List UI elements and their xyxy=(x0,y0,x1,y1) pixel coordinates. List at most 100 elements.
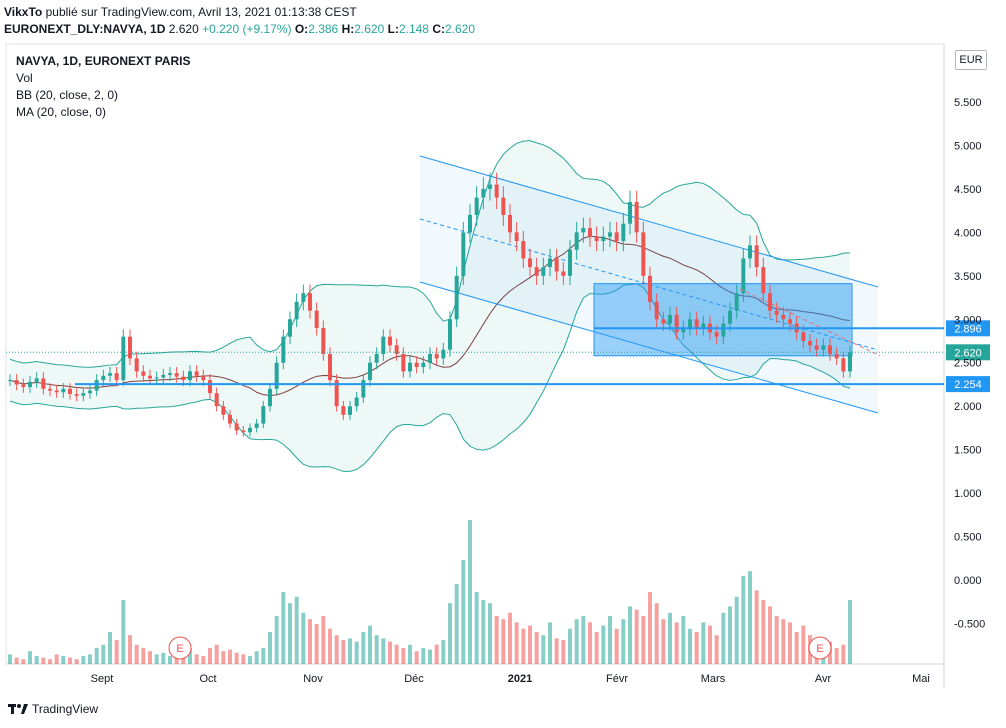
ohlc-bar: EURONEXT_DLY:NAVYA, 1D 2.620 +0.220 (+9.… xyxy=(4,22,475,36)
candle xyxy=(688,319,692,328)
volume-bar xyxy=(568,628,572,664)
volume-bar xyxy=(154,654,159,664)
candle xyxy=(828,345,832,355)
volume-bar xyxy=(294,596,299,664)
candle xyxy=(721,323,726,337)
x-tick-label: Oct xyxy=(199,673,216,685)
volume-bar xyxy=(754,590,759,664)
candle xyxy=(814,345,819,350)
volume-bar xyxy=(441,640,446,664)
price-change: +0.220 (+9.17%) xyxy=(202,22,292,36)
volume-bar xyxy=(54,654,59,664)
earnings-marker-label: E xyxy=(816,643,823,655)
candle xyxy=(741,258,746,294)
volume-bar xyxy=(328,628,332,664)
volume-bar xyxy=(588,622,592,664)
volume-bar xyxy=(28,651,32,664)
candle xyxy=(801,332,806,341)
price-tag-label: 2.896 xyxy=(954,323,982,335)
candle xyxy=(154,377,159,379)
volume-bar xyxy=(848,600,852,664)
candle xyxy=(694,319,699,328)
candle xyxy=(314,310,319,328)
volume-bar xyxy=(608,616,612,664)
volume-bar xyxy=(734,596,739,664)
candle xyxy=(241,430,246,433)
volume-bar xyxy=(374,635,379,664)
volume-bar xyxy=(128,635,132,664)
candle xyxy=(61,388,66,393)
volume-bar xyxy=(781,619,786,664)
candle xyxy=(608,232,612,237)
currency-button[interactable]: EUR xyxy=(955,50,987,70)
tradingview-logo-icon xyxy=(8,703,28,715)
close-label: C: xyxy=(432,22,445,36)
volume-bar xyxy=(774,616,779,664)
volume-bar xyxy=(74,659,79,664)
volume-bar xyxy=(554,638,559,664)
volume-bar xyxy=(574,619,579,664)
volume-bar xyxy=(428,649,432,664)
volume-bar xyxy=(161,652,166,664)
candle xyxy=(568,249,572,276)
candle xyxy=(128,336,132,359)
legend-ma[interactable]: MA (20, close, 0) xyxy=(16,105,107,119)
candle xyxy=(181,376,186,381)
author-name[interactable]: VikxTo xyxy=(4,5,43,19)
candle xyxy=(554,258,559,272)
bb-fill xyxy=(10,140,850,472)
volume-bar xyxy=(41,657,46,664)
candle xyxy=(754,245,759,268)
x-tick-label: Nov xyxy=(303,673,323,685)
candle xyxy=(588,228,592,237)
candle xyxy=(668,314,672,324)
volume-bar xyxy=(641,616,646,664)
volume-bar xyxy=(314,624,319,664)
volume-bar xyxy=(721,612,726,664)
candle xyxy=(148,375,152,379)
y-tick-label: 2.000 xyxy=(954,401,982,413)
y-tick-label: 3.000 xyxy=(954,314,982,326)
y-tick-label: 2.500 xyxy=(954,358,982,370)
volume-bar xyxy=(14,657,19,664)
x-tick-label: 2021 xyxy=(508,673,532,685)
legend-title: NAVYA, 1D, EURONEXT PARIS xyxy=(16,54,191,68)
bb-upper xyxy=(9,140,851,368)
candle xyxy=(321,327,326,355)
high-label: H: xyxy=(341,22,355,36)
candle xyxy=(288,319,292,337)
candle xyxy=(368,362,372,381)
low-label: L: xyxy=(387,22,399,36)
candle xyxy=(454,275,459,320)
candle xyxy=(388,336,392,346)
candle xyxy=(728,310,732,324)
candle xyxy=(381,336,386,355)
volume-bar xyxy=(174,654,179,664)
volume-bar xyxy=(214,644,219,664)
volume-bar xyxy=(708,625,712,664)
volume-bar xyxy=(121,600,126,664)
candle xyxy=(841,358,846,372)
volume-bar xyxy=(148,651,152,664)
legend-vol[interactable]: Vol xyxy=(16,71,33,85)
volume-bar xyxy=(281,592,286,664)
volume-bar xyxy=(448,603,452,664)
candle xyxy=(534,267,539,276)
candle xyxy=(214,393,219,407)
volume-bar xyxy=(61,656,66,664)
candle xyxy=(8,380,12,382)
volume-bar xyxy=(474,592,479,664)
volume-bar xyxy=(614,628,619,664)
candle xyxy=(674,314,679,333)
volume-bar xyxy=(288,603,292,664)
candle xyxy=(121,336,126,381)
legend-bb[interactable]: BB (20, close, 2, 0) xyxy=(16,88,119,102)
candle xyxy=(408,362,412,372)
candle xyxy=(461,232,466,276)
candle xyxy=(54,390,59,393)
footer-brand[interactable]: TradingView xyxy=(32,702,99,716)
price-tag xyxy=(946,376,990,393)
bb-lower xyxy=(9,283,851,472)
candle xyxy=(261,406,266,424)
